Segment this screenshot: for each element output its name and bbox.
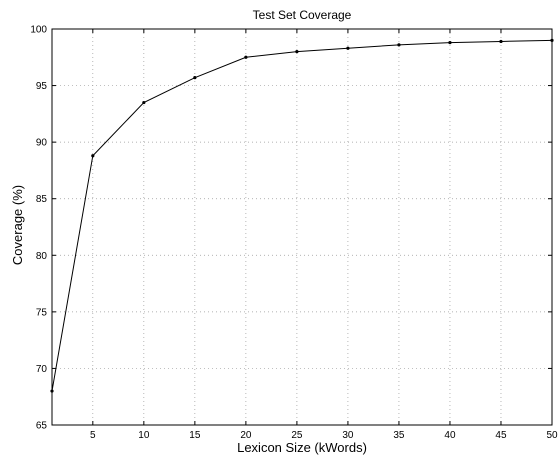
y-tick-label-5: 90 xyxy=(36,138,48,149)
grid xyxy=(52,29,552,425)
data-point-0-4 xyxy=(244,55,248,59)
y-tick-label-1: 70 xyxy=(36,364,48,375)
x-tick-label-4: 25 xyxy=(291,430,303,441)
data-point-0-8 xyxy=(448,40,452,45)
data-point-0-3 xyxy=(193,76,197,80)
x-axis-label: Lexicon Size (kWords) xyxy=(237,440,367,455)
x-tick-label-7: 40 xyxy=(444,430,456,441)
y-tick-label-6: 95 xyxy=(36,81,48,92)
x-tick-label-1: 10 xyxy=(138,430,150,441)
y-tick-label-2: 75 xyxy=(36,307,48,318)
data-point-0-0 xyxy=(50,389,54,393)
data-point-0-2 xyxy=(142,100,146,105)
y-axis-label: Coverage (%) xyxy=(10,185,25,265)
x-tick-label-9: 50 xyxy=(546,430,558,441)
x-axis-ticks: 5 10 15 20 25 30 35 40 45 50 xyxy=(90,29,558,441)
y-tick-label-4: 85 xyxy=(36,194,48,205)
y-tick-label-7: 100 xyxy=(30,25,47,36)
x-tick-label-2: 15 xyxy=(189,430,201,441)
data-point-0-1 xyxy=(91,154,95,158)
x-tick-label-0: 5 xyxy=(90,430,96,441)
data-point-0-10 xyxy=(550,38,554,42)
x-tick-label-3: 20 xyxy=(240,430,252,441)
series-line-0 xyxy=(51,39,553,392)
data-point-0-5 xyxy=(295,50,299,54)
axes xyxy=(51,28,553,426)
y-tick-label-3: 80 xyxy=(36,251,48,262)
series xyxy=(50,38,554,393)
y-tick-label-0: 65 xyxy=(36,421,48,432)
y-axis-ticks: 65 70 75 80 85 90 95 100 xyxy=(30,25,552,432)
x-tick-label-8: 45 xyxy=(495,430,507,441)
plot-frame xyxy=(51,28,553,426)
data-point-0-9 xyxy=(499,39,503,44)
data-point-0-6 xyxy=(346,46,350,50)
data-point-0-7 xyxy=(397,43,401,47)
x-tick-label-6: 35 xyxy=(393,430,405,441)
x-tick-label-5: 30 xyxy=(342,430,354,441)
chart-title: Test Set Coverage xyxy=(253,8,352,22)
